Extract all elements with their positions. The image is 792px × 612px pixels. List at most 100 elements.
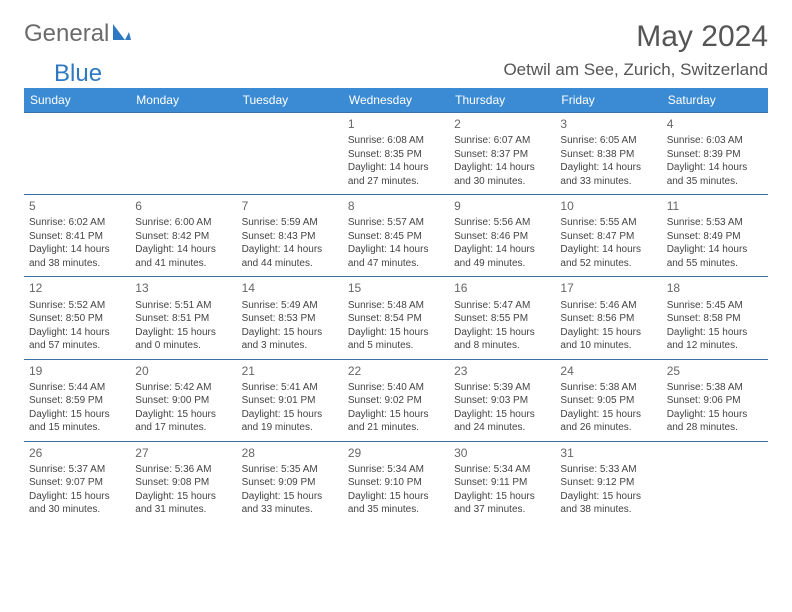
sunset-text: Sunset: 8:35 PM bbox=[348, 148, 444, 162]
daylight-text: Daylight: 15 hours and 28 minutes. bbox=[667, 408, 763, 435]
calendar-cell: 31Sunrise: 5:33 AMSunset: 9:12 PMDayligh… bbox=[555, 441, 661, 523]
daylight-text: Daylight: 14 hours and 33 minutes. bbox=[560, 161, 656, 188]
calendar-cell bbox=[24, 113, 130, 195]
sunrise-text: Sunrise: 5:40 AM bbox=[348, 381, 444, 395]
daylight-text: Daylight: 15 hours and 31 minutes. bbox=[135, 490, 231, 517]
day-number: 16 bbox=[454, 280, 550, 296]
daylight-text: Daylight: 15 hours and 30 minutes. bbox=[29, 490, 125, 517]
sunrise-text: Sunrise: 5:42 AM bbox=[135, 381, 231, 395]
sunset-text: Sunset: 9:11 PM bbox=[454, 476, 550, 490]
sunset-text: Sunset: 8:37 PM bbox=[454, 148, 550, 162]
sunset-text: Sunset: 8:50 PM bbox=[29, 312, 125, 326]
calendar-row: 26Sunrise: 5:37 AMSunset: 9:07 PMDayligh… bbox=[24, 441, 768, 523]
day-number: 2 bbox=[454, 116, 550, 132]
sunrise-text: Sunrise: 5:46 AM bbox=[560, 299, 656, 313]
calendar-row: 19Sunrise: 5:44 AMSunset: 8:59 PMDayligh… bbox=[24, 359, 768, 441]
daylight-text: Daylight: 15 hours and 17 minutes. bbox=[135, 408, 231, 435]
weekday-header: Saturday bbox=[662, 88, 768, 113]
weekday-header: Friday bbox=[555, 88, 661, 113]
calendar-cell: 6Sunrise: 6:00 AMSunset: 8:42 PMDaylight… bbox=[130, 195, 236, 277]
calendar-cell: 13Sunrise: 5:51 AMSunset: 8:51 PMDayligh… bbox=[130, 277, 236, 359]
daylight-text: Daylight: 15 hours and 0 minutes. bbox=[135, 326, 231, 353]
calendar-cell: 9Sunrise: 5:56 AMSunset: 8:46 PMDaylight… bbox=[449, 195, 555, 277]
sunrise-text: Sunrise: 5:35 AM bbox=[242, 463, 338, 477]
sunrise-text: Sunrise: 5:37 AM bbox=[29, 463, 125, 477]
day-number: 13 bbox=[135, 280, 231, 296]
sunset-text: Sunset: 8:39 PM bbox=[667, 148, 763, 162]
day-number: 15 bbox=[348, 280, 444, 296]
day-number: 17 bbox=[560, 280, 656, 296]
daylight-text: Daylight: 15 hours and 12 minutes. bbox=[667, 326, 763, 353]
daylight-text: Daylight: 14 hours and 41 minutes. bbox=[135, 243, 231, 270]
sunrise-text: Sunrise: 5:59 AM bbox=[242, 216, 338, 230]
weekday-header: Wednesday bbox=[343, 88, 449, 113]
day-number: 20 bbox=[135, 363, 231, 379]
calendar-cell: 30Sunrise: 5:34 AMSunset: 9:11 PMDayligh… bbox=[449, 441, 555, 523]
daylight-text: Daylight: 14 hours and 44 minutes. bbox=[242, 243, 338, 270]
sunset-text: Sunset: 9:05 PM bbox=[560, 394, 656, 408]
sunrise-text: Sunrise: 5:38 AM bbox=[667, 381, 763, 395]
calendar-row: 12Sunrise: 5:52 AMSunset: 8:50 PMDayligh… bbox=[24, 277, 768, 359]
daylight-text: Daylight: 14 hours and 55 minutes. bbox=[667, 243, 763, 270]
sunrise-text: Sunrise: 6:00 AM bbox=[135, 216, 231, 230]
sunrise-text: Sunrise: 5:34 AM bbox=[348, 463, 444, 477]
day-number: 12 bbox=[29, 280, 125, 296]
sunrise-text: Sunrise: 5:49 AM bbox=[242, 299, 338, 313]
calendar-cell: 12 Sunrise: 5:52 AMSunset: 8:50 PMDayligh… bbox=[24, 277, 130, 359]
sunrise-text: Sunrise: 5:53 AM bbox=[667, 216, 763, 230]
month-title: May 2024 bbox=[636, 20, 768, 54]
sunset-text: Sunset: 8:58 PM bbox=[667, 312, 763, 326]
weekday-header: Tuesday bbox=[237, 88, 343, 113]
daylight-text: Daylight: 15 hours and 3 minutes. bbox=[242, 326, 338, 353]
calendar-cell: 18Sunrise: 5:45 AMSunset: 8:58 PMDayligh… bbox=[662, 277, 768, 359]
calendar-header: Sunday Monday Tuesday Wednesday Thursday… bbox=[24, 88, 768, 113]
sunrise-text: Sunrise: 5:36 AM bbox=[135, 463, 231, 477]
sunrise-text: Sunrise: 5:41 AM bbox=[242, 381, 338, 395]
sunset-text: Sunset: 9:06 PM bbox=[667, 394, 763, 408]
calendar-cell: 16Sunrise: 5:47 AMSunset: 8:55 PMDayligh… bbox=[449, 277, 555, 359]
sunrise-text: Sunrise: 5:38 AM bbox=[560, 381, 656, 395]
day-number: 24 bbox=[560, 363, 656, 379]
daylight-text: Daylight: 15 hours and 26 minutes. bbox=[560, 408, 656, 435]
sunset-text: Sunset: 9:09 PM bbox=[242, 476, 338, 490]
calendar-cell bbox=[237, 113, 343, 195]
calendar-cell: 26Sunrise: 5:37 AMSunset: 9:07 PMDayligh… bbox=[24, 441, 130, 523]
daylight-text: Daylight: 15 hours and 33 minutes. bbox=[242, 490, 338, 517]
sunrise-text: Sunrise: 5:52 AM bbox=[29, 299, 125, 313]
sunset-text: Sunset: 8:38 PM bbox=[560, 148, 656, 162]
daylight-text: Daylight: 15 hours and 5 minutes. bbox=[348, 326, 444, 353]
sunrise-text: Sunrise: 6:07 AM bbox=[454, 134, 550, 148]
title-block: May 2024 bbox=[636, 20, 768, 54]
sunset-text: Sunset: 8:49 PM bbox=[667, 230, 763, 244]
sunset-text: Sunset: 8:54 PM bbox=[348, 312, 444, 326]
day-number: 9 bbox=[454, 198, 550, 214]
logo-text-general: General bbox=[24, 20, 109, 48]
calendar-cell: 29Sunrise: 5:34 AMSunset: 9:10 PMDayligh… bbox=[343, 441, 449, 523]
day-number: 23 bbox=[454, 363, 550, 379]
calendar-cell: 19Sunrise: 5:44 AMSunset: 8:59 PMDayligh… bbox=[24, 359, 130, 441]
daylight-text: Daylight: 14 hours and 35 minutes. bbox=[667, 161, 763, 188]
calendar-cell: 2Sunrise: 6:07 AMSunset: 8:37 PMDaylight… bbox=[449, 113, 555, 195]
daylight-text: Daylight: 15 hours and 37 minutes. bbox=[454, 490, 550, 517]
logo-text-blue: Blue bbox=[54, 60, 102, 88]
daylight-text: Daylight: 15 hours and 24 minutes. bbox=[454, 408, 550, 435]
weekday-header: Sunday bbox=[24, 88, 130, 113]
sunset-text: Sunset: 9:03 PM bbox=[454, 394, 550, 408]
day-number: 25 bbox=[667, 363, 763, 379]
calendar-cell: 5Sunrise: 6:02 AMSunset: 8:41 PMDaylight… bbox=[24, 195, 130, 277]
sunrise-text: Sunrise: 5:51 AM bbox=[135, 299, 231, 313]
day-number: 14 bbox=[242, 280, 338, 296]
daylight-text: Daylight: 14 hours and 27 minutes. bbox=[348, 161, 444, 188]
calendar-cell: 20Sunrise: 5:42 AMSunset: 9:00 PMDayligh… bbox=[130, 359, 236, 441]
sunrise-text: Sunrise: 5:57 AM bbox=[348, 216, 444, 230]
day-number: 10 bbox=[560, 198, 656, 214]
sunrise-text: Sunrise: 5:47 AM bbox=[454, 299, 550, 313]
sunrise-text: Sunrise: 6:08 AM bbox=[348, 134, 444, 148]
sunrise-text: Sunrise: 6:03 AM bbox=[667, 134, 763, 148]
sunset-text: Sunset: 8:55 PM bbox=[454, 312, 550, 326]
calendar-cell: 23Sunrise: 5:39 AMSunset: 9:03 PMDayligh… bbox=[449, 359, 555, 441]
weekday-header: Monday bbox=[130, 88, 236, 113]
daylight-text: Daylight: 14 hours and 57 minutes. bbox=[29, 326, 125, 353]
sunrise-text: Sunrise: 5:55 AM bbox=[560, 216, 656, 230]
day-number: 5 bbox=[29, 198, 125, 214]
